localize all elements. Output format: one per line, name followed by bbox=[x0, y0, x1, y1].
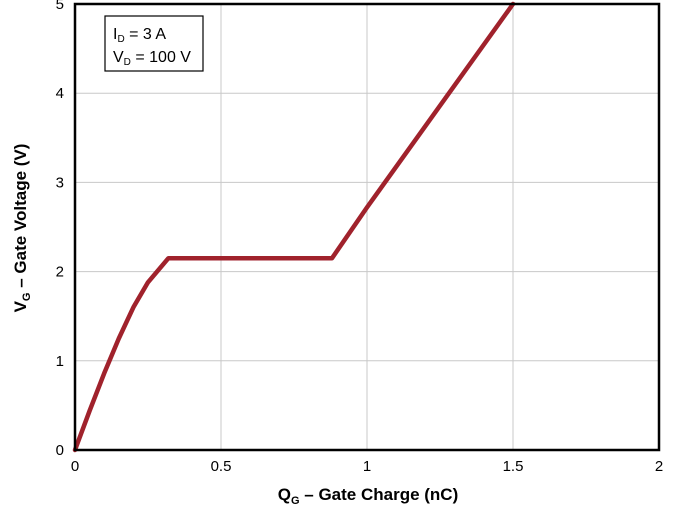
legend-line-voltage: VD = 100 V bbox=[113, 49, 191, 68]
x-tick-label-2: 1 bbox=[363, 458, 371, 475]
y-tick-label-3: 3 bbox=[56, 174, 64, 191]
series-line-0 bbox=[72, 1, 516, 453]
x-tick-label-1: 0.5 bbox=[211, 458, 232, 475]
y-tick-label-5: 5 bbox=[56, 0, 64, 13]
x-tick-labels: 0 0.5 1 1.5 2 bbox=[71, 458, 663, 475]
y-axis-title: VG – Gate Voltage (V) bbox=[11, 144, 33, 313]
y-tick-label-0: 0 bbox=[56, 442, 64, 459]
x-axis-title: QG – Gate Charge (nC) bbox=[278, 485, 459, 507]
legend-line-current: ID = 3 A bbox=[113, 26, 166, 45]
y-tick-label-1: 1 bbox=[56, 353, 64, 370]
y-tick-label-2: 2 bbox=[56, 264, 64, 281]
legend-box: ID = 3 A VD = 100 V bbox=[104, 15, 204, 72]
y-tick-label-4: 4 bbox=[56, 85, 64, 102]
plot-frame bbox=[73, 2, 661, 452]
series-layer bbox=[72, 1, 516, 453]
x-tick-label-3: 1.5 bbox=[503, 458, 524, 475]
x-tick-label-0: 0 bbox=[71, 458, 79, 475]
y-tick-labels: 0 1 2 3 4 5 bbox=[56, 0, 64, 459]
x-tick-label-4: 2 bbox=[655, 458, 663, 475]
